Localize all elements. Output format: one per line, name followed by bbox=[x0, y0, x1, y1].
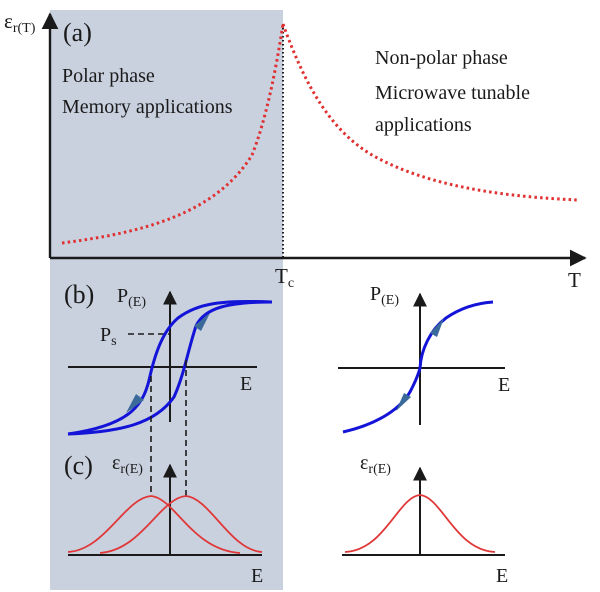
ferro-permittivity-x-axis-label: E bbox=[251, 565, 263, 587]
permittivity-curve-nonpolar bbox=[281, 23, 579, 202]
hysteresis-arrow-down bbox=[126, 394, 144, 413]
temperature-axis-label: T bbox=[568, 268, 581, 292]
panel-a: (a) εr(T) Polar phase Memory application… bbox=[4, 9, 587, 292]
nonpolar-application-line2: applications bbox=[375, 114, 472, 136]
hysteresis-y-axis-label: P(E) bbox=[117, 285, 146, 310]
para-permittivity-y-axis-label: εr(E) bbox=[360, 452, 391, 477]
panel-c-label: (c) bbox=[64, 451, 93, 480]
panel-a-y-axis-label: εr(T) bbox=[4, 9, 36, 36]
paraelectric-polarization-curve bbox=[342, 300, 494, 434]
polar-phase-application: Memory applications bbox=[62, 96, 233, 118]
panel-c-left: (c) εr(E) E bbox=[64, 451, 263, 587]
hysteresis-lower-branch bbox=[67, 300, 273, 436]
nonpolar-application-line1: Microwave tunable bbox=[375, 82, 530, 104]
hysteresis-x-axis-label: E bbox=[240, 373, 252, 395]
paraelectric-arrow-down bbox=[396, 393, 411, 411]
paraelectric-arrow-up bbox=[430, 318, 444, 337]
paraelectric-x-axis-label: E bbox=[498, 374, 510, 396]
nonpolar-phase-title: Non-polar phase bbox=[375, 47, 508, 69]
permittivity-curve-polar bbox=[61, 23, 285, 245]
para-permittivity-x-axis-label: E bbox=[496, 565, 508, 587]
polar-phase-title: Polar phase bbox=[62, 65, 155, 87]
saturation-polarization-label: Ps bbox=[100, 324, 117, 349]
panel-b-label: (b) bbox=[64, 280, 94, 309]
panel-a-label: (a) bbox=[63, 18, 92, 47]
transition-temperature-label: Tc bbox=[275, 264, 294, 291]
paraelectric-y-axis-label: P(E) bbox=[370, 283, 399, 308]
para-permittivity-peak bbox=[344, 494, 496, 553]
panel-b-right: P(E) E bbox=[338, 283, 510, 434]
panel-c-right: εr(E) E bbox=[342, 452, 508, 587]
ferro-permittivity-peak-right bbox=[99, 495, 263, 554]
ferro-permittivity-peak-left bbox=[67, 495, 241, 554]
ferro-permittivity-y-axis-label: εr(E) bbox=[112, 452, 143, 477]
hysteresis-arrow-up bbox=[194, 313, 210, 331]
panel-b-left: (b) P(E) E Ps bbox=[64, 280, 273, 496]
hysteresis-upper-branch bbox=[67, 299, 273, 436]
